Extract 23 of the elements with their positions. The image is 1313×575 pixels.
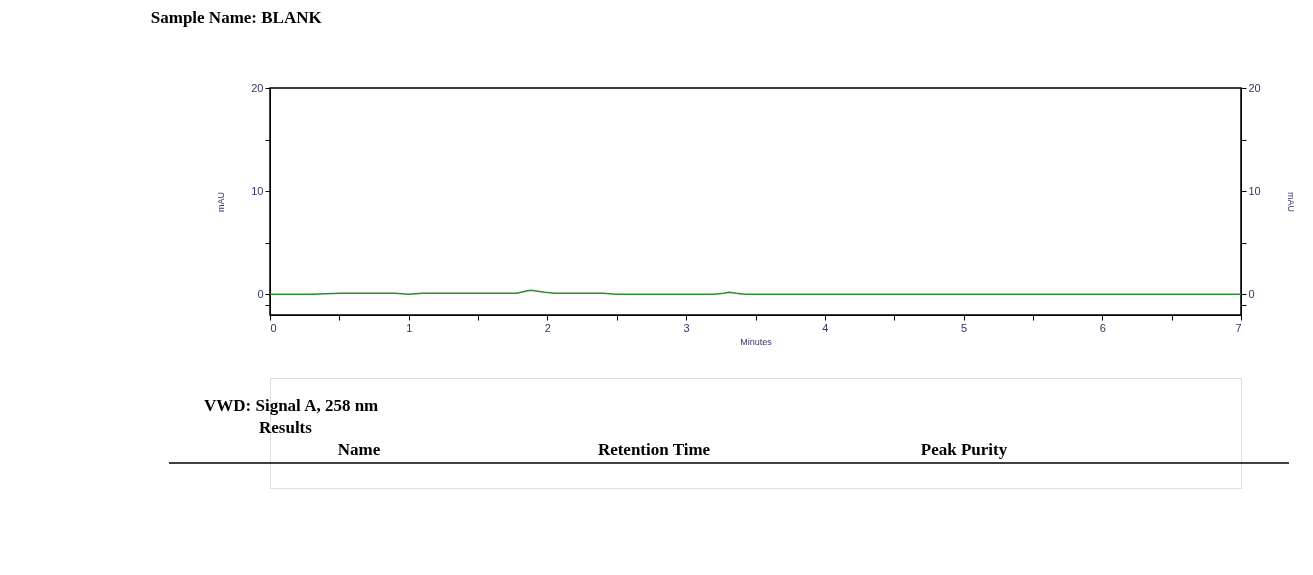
text: VWD: Signal A, 258 nm xyxy=(204,396,379,415)
y-tick-label: 10 xyxy=(251,184,264,197)
x-tick-label: 5 xyxy=(961,321,968,334)
x-tick-label: 2 xyxy=(544,321,551,334)
text: Peak Purity xyxy=(920,440,1008,459)
y2-axis-title: mAU xyxy=(1285,192,1296,212)
y-tick-label: 20 xyxy=(251,81,264,94)
y2-tick-label: 20 xyxy=(1248,81,1261,94)
x-tick-label: 6 xyxy=(1099,321,1106,334)
x-tick-label: 7 xyxy=(1235,321,1242,334)
text: Name xyxy=(337,440,381,459)
y-axis-title: mAU xyxy=(216,192,227,212)
y-tick-label: 0 xyxy=(257,287,264,300)
text: Results xyxy=(259,418,313,437)
chart-title: Sample Name: BLANK xyxy=(150,8,323,27)
text: Retention Time xyxy=(597,440,711,459)
x-tick-label: 4 xyxy=(822,321,829,334)
x-tick-label: 0 xyxy=(270,321,277,334)
x-tick-label: 3 xyxy=(683,321,690,334)
y2-tick-label: 0 xyxy=(1248,287,1255,300)
x-tick-label: 1 xyxy=(406,321,413,334)
y2-tick-label: 10 xyxy=(1248,184,1261,197)
x-axis-title: Minutes xyxy=(740,336,773,347)
